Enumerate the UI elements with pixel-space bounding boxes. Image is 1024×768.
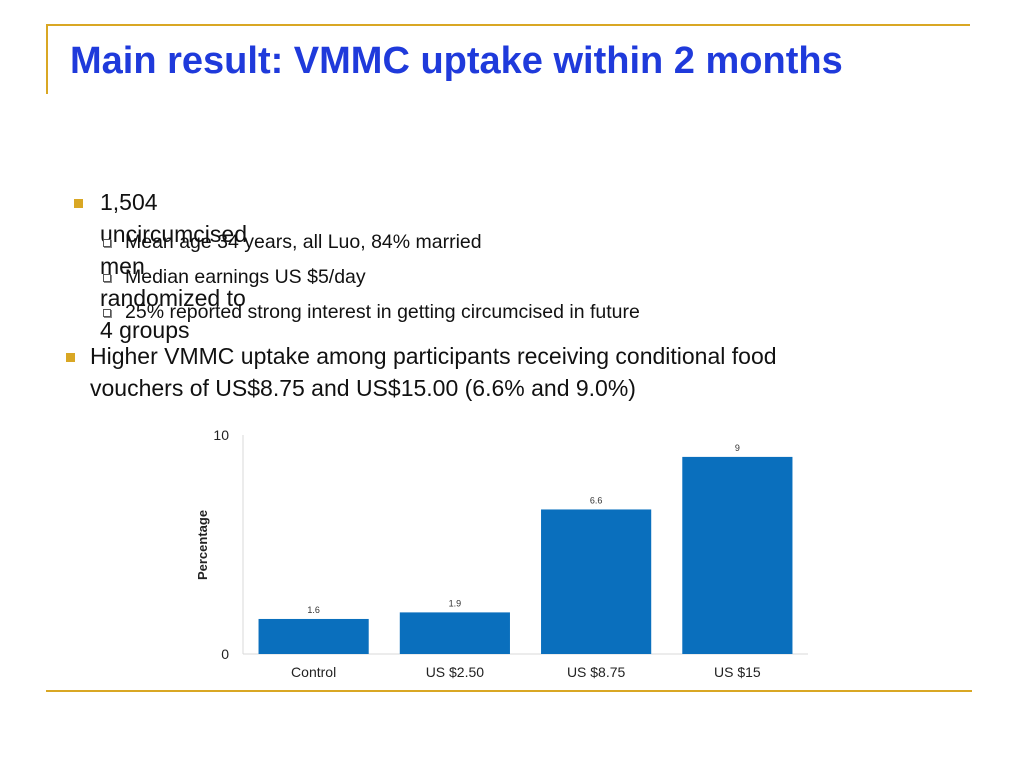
bullet-text-line2: vouchers of US$8.75 and US$15.00 (6.6% a…: [90, 375, 636, 401]
bar-value-label: 1.6: [307, 605, 320, 615]
x-tick-label: US $8.75: [567, 664, 626, 680]
bar-value-label: 1.9: [449, 598, 462, 608]
bullet-item: Higher VMMC uptake among participants re…: [66, 340, 970, 404]
hollow-square-bullet-icon: [103, 309, 111, 317]
y-tick-label: 10: [213, 427, 229, 443]
bar-us-8-75: [541, 509, 652, 654]
sub-bullet-item: Median earnings US $5/day: [103, 266, 366, 289]
chart-bars: [258, 456, 793, 654]
y-tick-label: 0: [221, 646, 229, 662]
square-bullet-icon: [74, 199, 83, 208]
bar-us-2-50: [399, 612, 510, 654]
x-tick-label: US $15: [714, 664, 761, 680]
sub-bullet-text: Mean age 34 years, all Luo, 84% married: [125, 231, 482, 253]
x-tick-label: US $2.50: [426, 664, 485, 680]
sub-bullet-text: 25% reported strong interest in getting …: [125, 301, 640, 323]
square-bullet-icon: [66, 353, 75, 362]
slide-title: Main result: VMMC uptake within 2 months: [70, 40, 843, 82]
sub-bullet-item: Mean age 34 years, all Luo, 84% married: [103, 231, 482, 254]
y-axis-label: Percentage: [195, 510, 210, 580]
chart-labels: 1.6 Control 1.9 US $2.50 6.6 US $8.75 9 US $15 0…: [213, 427, 761, 680]
sub-bullet-item: 25% reported strong interest in getting …: [103, 301, 640, 324]
x-tick-label: Control: [291, 664, 336, 680]
slide-frame-bottom-line: [46, 690, 972, 692]
bar-control: [258, 618, 369, 654]
bullet-text-line1: Higher VMMC uptake among participants re…: [90, 343, 777, 369]
bar-value-label: 6.6: [590, 495, 603, 505]
bar-us-15: [682, 456, 793, 654]
hollow-square-bullet-icon: [103, 239, 111, 247]
slide-frame-left-line: [46, 24, 48, 94]
slide-frame-top-line: [46, 24, 970, 26]
hollow-square-bullet-icon: [103, 274, 111, 282]
bar-value-label: 9: [735, 443, 740, 453]
sub-bullet-text: Median earnings US $5/day: [125, 266, 366, 288]
